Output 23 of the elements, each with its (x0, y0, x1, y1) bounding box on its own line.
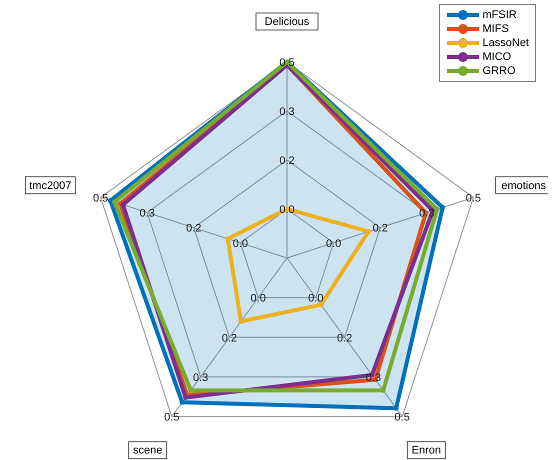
text: 0.3 (140, 208, 155, 220)
spoke-label: Enron (412, 444, 441, 457)
spoke-label: emotions (501, 180, 546, 192)
text: 0.3 (279, 106, 295, 118)
text: 0.2 (372, 222, 388, 235)
text: 0.3 (192, 372, 208, 384)
text: 0.2 (279, 154, 295, 167)
text: 0.5 (394, 412, 410, 424)
text: 0.5 (92, 192, 108, 204)
text: 0.0 (250, 292, 266, 305)
legend-label: mFSIR (482, 9, 517, 21)
legend-label: GRRO (482, 65, 516, 77)
legend-label: MIFS (482, 23, 509, 35)
text: 0.2 (222, 332, 238, 344)
text: 0.0 (326, 238, 342, 250)
spoke-label: Delicious (264, 16, 310, 28)
text: 0.2 (336, 332, 352, 344)
legend-label: LassoNet (482, 37, 529, 49)
spoke-label: tmc2007 (29, 180, 72, 192)
text: 0.5 (164, 412, 180, 424)
text: 0.0 (308, 292, 324, 305)
legend-label: MICO (482, 51, 512, 63)
spoke-label: scene (133, 444, 162, 457)
